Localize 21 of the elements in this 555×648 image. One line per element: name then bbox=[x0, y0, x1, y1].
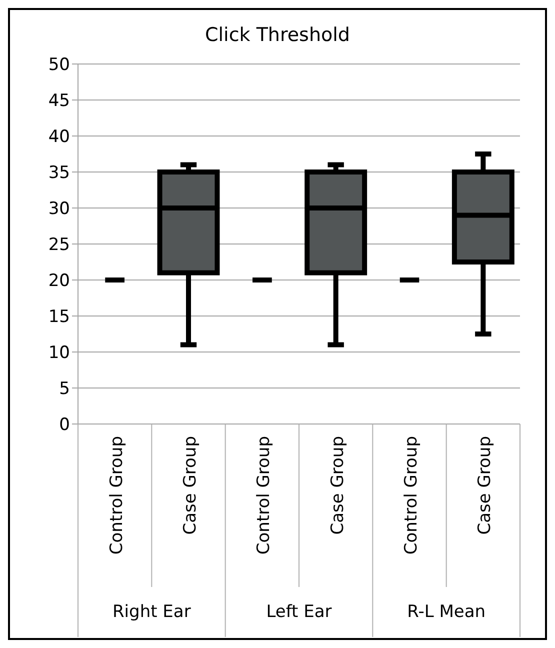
y-tick-label: 5 bbox=[59, 379, 70, 400]
x-tick-label: Case Group bbox=[180, 436, 200, 535]
y-tick-label: 35 bbox=[48, 163, 70, 184]
x-tick-label: Control Group bbox=[106, 436, 127, 555]
x-tick-label: Control Group bbox=[402, 436, 422, 555]
y-tick-label: 50 bbox=[48, 55, 70, 76]
y-tick-label: 0 bbox=[59, 415, 70, 436]
y-tick-label: 40 bbox=[48, 127, 70, 148]
text: Right Ear bbox=[112, 602, 191, 622]
y-tick-label: 25 bbox=[48, 235, 70, 256]
y-tick-label: 20 bbox=[48, 271, 70, 292]
text: R-L Mean bbox=[407, 602, 486, 622]
chart-title: Click Threshold bbox=[204, 23, 351, 48]
y-tick-label: 30 bbox=[48, 199, 70, 220]
x-tick-label: Case Group bbox=[328, 436, 348, 535]
text: Left Ear bbox=[266, 602, 332, 622]
y-tick-label: 15 bbox=[48, 307, 70, 328]
y-tick-label: 10 bbox=[48, 343, 70, 364]
x-tick-label: Control Group bbox=[254, 436, 274, 555]
x-tick-label: Case Group bbox=[475, 436, 496, 535]
y-tick-label: 45 bbox=[48, 91, 70, 112]
